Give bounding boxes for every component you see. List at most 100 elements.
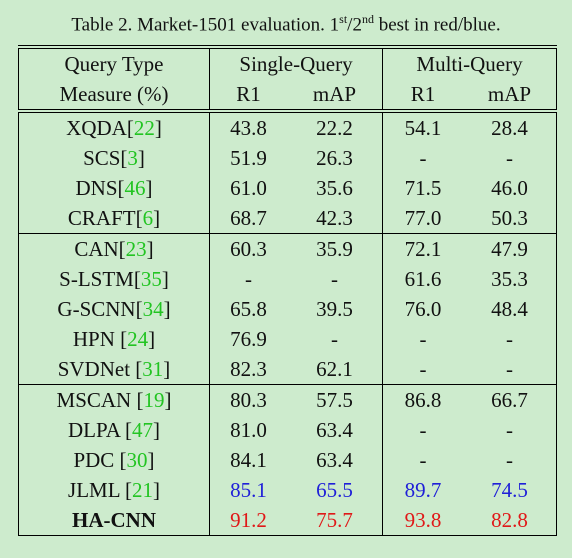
value-cell: 81.0 xyxy=(230,417,267,442)
value-cell: 77.0 xyxy=(404,205,442,230)
bracket: ] xyxy=(146,236,154,261)
value-cell: 26.3 xyxy=(287,143,383,173)
value-cell: 61.6 xyxy=(404,266,442,291)
method-cell: XQDA[22] xyxy=(18,110,210,143)
value-cell: 63.4 xyxy=(287,445,383,475)
results-table: Query Type Single-Query Multi-Query Meas… xyxy=(18,45,557,536)
method-name: DNS[ xyxy=(75,175,125,200)
header-cell: mAP xyxy=(463,79,557,113)
method-row: XQDA[22] 43.8 22.2 54.1 28.4 xyxy=(18,110,557,143)
method-cell: PDC [30] xyxy=(18,445,210,475)
value-cell: - xyxy=(506,447,513,472)
header-row: Measure (%) R1 mAP R1 mAP xyxy=(18,79,557,113)
bracket: ] xyxy=(163,296,171,321)
value-cell: 35.9 xyxy=(287,233,383,264)
method-row: SVDNet [31] 82.3 62.1 - - xyxy=(18,354,557,385)
method-name: MSCAN [ xyxy=(56,387,144,412)
value-cell: 46.0 xyxy=(491,175,528,200)
citation: 22 xyxy=(133,115,155,140)
value-cell: 28.4 xyxy=(463,110,557,143)
method-name: SVDNet [ xyxy=(57,356,143,381)
method-cell: SCS[3] xyxy=(18,143,210,173)
citation: 3 xyxy=(127,145,138,170)
bracket: ] xyxy=(145,175,153,200)
method-cell: G-SCNN[34] xyxy=(18,294,210,324)
value-cell: 35.6 xyxy=(287,173,383,203)
method-name: XQDA[ xyxy=(66,115,134,140)
citation: 21 xyxy=(131,477,153,502)
citation: 23 xyxy=(125,236,147,261)
method-row: CAN[23] 60.3 35.9 72.1 47.9 xyxy=(18,233,557,264)
value-cell: - xyxy=(506,417,513,442)
method-cell: HA-CNN xyxy=(18,505,210,536)
method-name: CAN[ xyxy=(74,236,126,261)
header-cell: mAP xyxy=(287,79,383,113)
method-row: DLPA [47] 81.0 63.4 - - xyxy=(18,415,557,445)
value-cell: 22.2 xyxy=(287,110,383,143)
method-row: DNS[46] 61.0 35.6 71.5 46.0 xyxy=(18,173,557,203)
value-cell: 66.7 xyxy=(463,384,557,415)
value-cell: 65.8 xyxy=(230,296,267,321)
value-cell: 35.3 xyxy=(491,266,528,291)
header-cell: R1 xyxy=(209,79,287,113)
method-name: CRAFT[ xyxy=(67,205,143,230)
caption-text: /2 xyxy=(347,14,362,36)
value-cell: - xyxy=(245,266,252,291)
value-cell: 57.5 xyxy=(287,384,383,415)
value-cell: 76.0 xyxy=(404,296,442,321)
method-name: HA-CNN xyxy=(72,507,156,532)
method-cell: S-LSTM[35] xyxy=(18,264,210,294)
value-cell: - xyxy=(419,145,427,170)
method-cell: CAN[23] xyxy=(18,233,210,264)
header-row: Query Type Single-Query Multi-Query xyxy=(18,47,557,79)
method-name: DLPA [ xyxy=(68,417,132,442)
value-cell: 48.4 xyxy=(491,296,528,321)
value-cell: 54.1 xyxy=(382,110,463,143)
value-cell: 91.2 xyxy=(230,507,267,532)
value-cell: 75.7 xyxy=(287,505,383,536)
method-cell: HPN [24] xyxy=(18,324,210,354)
method-cell: MSCAN [19] xyxy=(18,384,210,415)
value-cell: 68.7 xyxy=(230,205,267,230)
bracket: ] xyxy=(153,417,160,442)
value-cell: 74.5 xyxy=(491,477,528,502)
value-cell: - xyxy=(287,324,383,354)
value-cell: - xyxy=(506,145,513,170)
method-row: CRAFT[6] 68.7 42.3 77.0 50.3 xyxy=(18,203,557,234)
value-cell: 65.5 xyxy=(287,475,383,505)
value-cell: 39.5 xyxy=(287,294,383,324)
bracket: ] xyxy=(164,387,172,412)
method-cell: DLPA [47] xyxy=(18,415,210,445)
value-cell: 93.8 xyxy=(404,507,442,532)
method-row: SCS[3] 51.9 26.3 - - xyxy=(18,143,557,173)
value-cell: 72.1 xyxy=(382,233,463,264)
value-cell: - xyxy=(419,326,427,351)
value-cell: 51.9 xyxy=(230,145,267,170)
method-row: HPN [24] 76.9- - - xyxy=(18,324,557,354)
value-cell: 61.0 xyxy=(230,175,267,200)
citation: 24 xyxy=(127,326,149,351)
value-cell: 50.3 xyxy=(491,205,528,230)
value-cell: 47.9 xyxy=(463,233,557,264)
method-cell: JLML [21] xyxy=(18,475,210,505)
value-cell: 85.1 xyxy=(230,477,267,502)
method-cell: SVDNet [31] xyxy=(18,354,210,385)
method-name: SCS[ xyxy=(83,145,128,170)
value-cell: 62.1 xyxy=(287,354,383,385)
method-row: HA-CNN 91.2 75.7 93.8 82.8 xyxy=(18,505,557,536)
caption-text: best in red/blue. xyxy=(373,14,501,36)
caption-sup: st xyxy=(339,12,348,26)
value-cell: - xyxy=(419,356,427,381)
caption-sup: nd xyxy=(361,12,374,26)
bracket: ] xyxy=(152,477,160,502)
header-cell: Query Type xyxy=(18,47,210,79)
header-cell: R1 xyxy=(382,79,463,113)
bracket: ] xyxy=(137,145,145,170)
method-name: G-SCNN[ xyxy=(57,296,143,321)
citation: 35 xyxy=(140,266,162,291)
method-name: HPN [ xyxy=(72,326,128,351)
bracket: ] xyxy=(154,115,162,140)
value-cell: - xyxy=(419,417,427,442)
method-row: MSCAN [19] 80.3 57.5 86.8 66.7 xyxy=(18,384,557,415)
